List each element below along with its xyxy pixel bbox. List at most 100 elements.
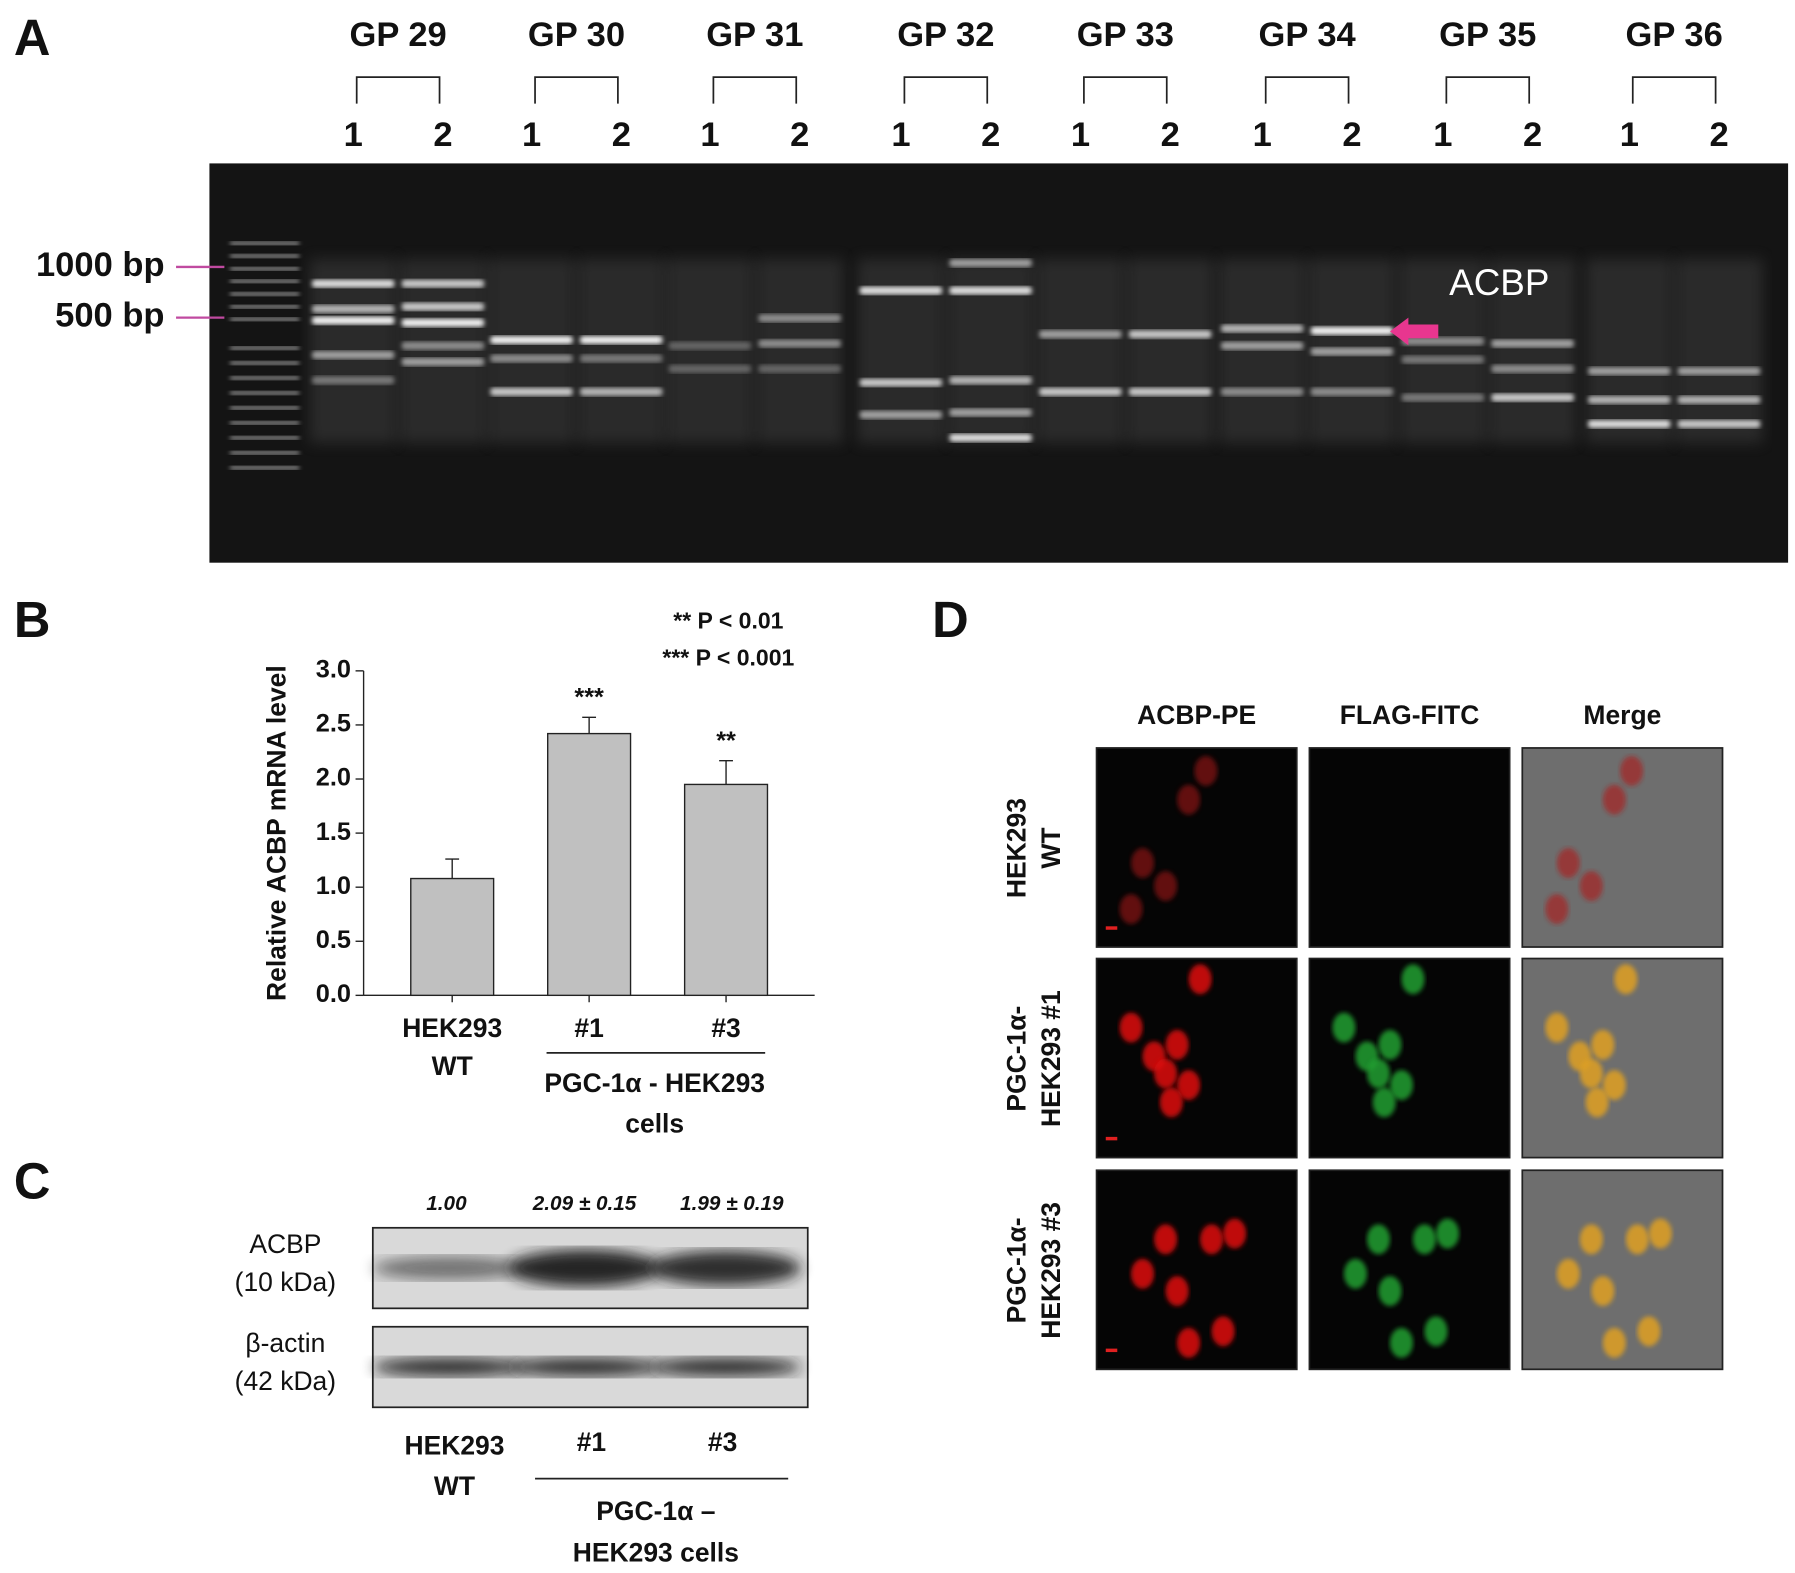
band: [1401, 355, 1485, 364]
band: [311, 316, 395, 325]
lane-number: 2: [1709, 116, 1728, 154]
group-label: GP 33: [1077, 16, 1174, 54]
row-label: HEK293: [1001, 798, 1031, 898]
band-label: ACBP: [1449, 262, 1549, 303]
band: [579, 387, 663, 396]
band: [311, 350, 395, 360]
lane-number: 2: [433, 116, 452, 154]
cell: [1591, 1029, 1615, 1060]
cell: [1614, 964, 1638, 995]
bracket: [355, 76, 441, 104]
ladder-band: [230, 406, 300, 410]
cell: [1648, 1218, 1672, 1249]
bracket: [903, 76, 989, 104]
cell: [1378, 1276, 1402, 1307]
cell: [1154, 871, 1178, 901]
error-bar: [445, 858, 460, 879]
ladder-band: [230, 241, 300, 246]
blot-size: (42 kDa): [235, 1366, 336, 1396]
band: [949, 376, 1033, 385]
lane-number: 1: [1433, 116, 1452, 154]
bracket: [1631, 76, 1717, 104]
lane-number: 2: [790, 116, 809, 154]
lane-number: 1: [700, 116, 719, 154]
ladder-band: [230, 361, 300, 365]
lane-smear: [1218, 258, 1306, 444]
bracket: [712, 76, 798, 104]
band: [1310, 347, 1394, 356]
cell: [1591, 1276, 1615, 1307]
y-tick-label: 0.0: [316, 980, 351, 1008]
scale-bar: [1105, 1348, 1118, 1353]
scale-bar: [1105, 1136, 1118, 1141]
ratio-label: 1.00: [426, 1192, 467, 1215]
cell: [1343, 1258, 1367, 1289]
cell: [1579, 1224, 1603, 1255]
band: [311, 304, 395, 313]
cell: [1366, 1058, 1390, 1089]
band: [949, 286, 1033, 295]
ladder-band: [230, 451, 300, 455]
band: [1128, 330, 1212, 339]
ratio-label: 1.99 ± 0.19: [680, 1192, 784, 1215]
lane-smear: [1399, 258, 1487, 444]
x-tick-label: #3: [711, 1013, 740, 1043]
lane-number: 1: [522, 116, 541, 154]
cell: [1154, 1058, 1178, 1089]
significance-note: *** P < 0.001: [662, 644, 794, 670]
band: [1401, 393, 1485, 402]
blot-name: β-actin: [245, 1328, 325, 1358]
ladder-band: [230, 346, 300, 350]
cell: [1436, 1218, 1460, 1249]
scale-bar: [1105, 926, 1118, 930]
lane-number: 2: [1523, 116, 1542, 154]
significance: ***: [574, 684, 604, 712]
cell: [1177, 784, 1201, 815]
band: [311, 279, 395, 288]
row-label: HEK293 #1: [1036, 990, 1066, 1127]
band: [1677, 367, 1761, 376]
band: [1587, 395, 1671, 404]
band: [1128, 387, 1212, 396]
column-header: Merge: [1583, 700, 1661, 730]
group-label: GP 31: [706, 16, 803, 54]
y-tick-label: 1.5: [316, 818, 351, 846]
cell: [1119, 1012, 1143, 1043]
micrograph: [1308, 747, 1511, 948]
cell: [1378, 1029, 1402, 1060]
band: [1039, 387, 1122, 396]
band: [1310, 326, 1394, 335]
cell: [1585, 1087, 1609, 1118]
cell: [1556, 848, 1580, 878]
group-label: GP 32: [897, 16, 994, 54]
cell: [1159, 1087, 1183, 1118]
cell: [1545, 1012, 1569, 1043]
group-label: PGC-1α –: [596, 1496, 715, 1526]
cell: [1602, 1327, 1626, 1358]
lane-number: 2: [612, 116, 631, 154]
cell: [1637, 1316, 1661, 1347]
ladder-band: [230, 292, 300, 296]
cell: [1223, 1218, 1247, 1249]
significance: **: [716, 727, 736, 755]
lane-number: 1: [344, 116, 363, 154]
lane-smear: [1585, 258, 1674, 444]
cell: [1625, 1224, 1649, 1255]
bar: [547, 732, 632, 997]
cell: [1545, 894, 1569, 925]
cell: [1620, 756, 1644, 786]
ladder-band: [230, 391, 300, 395]
band: [1220, 387, 1304, 396]
x-tick-label: #1: [574, 1013, 603, 1043]
band: [859, 378, 943, 387]
group-label: GP 36: [1626, 16, 1723, 54]
lane-smear: [1126, 258, 1214, 444]
cell: [1211, 1316, 1235, 1347]
blot-band: [372, 1256, 525, 1280]
blot-size: (10 kDa): [235, 1267, 336, 1297]
cell: [1177, 1070, 1201, 1101]
band: [1491, 364, 1575, 373]
band: [579, 354, 663, 363]
